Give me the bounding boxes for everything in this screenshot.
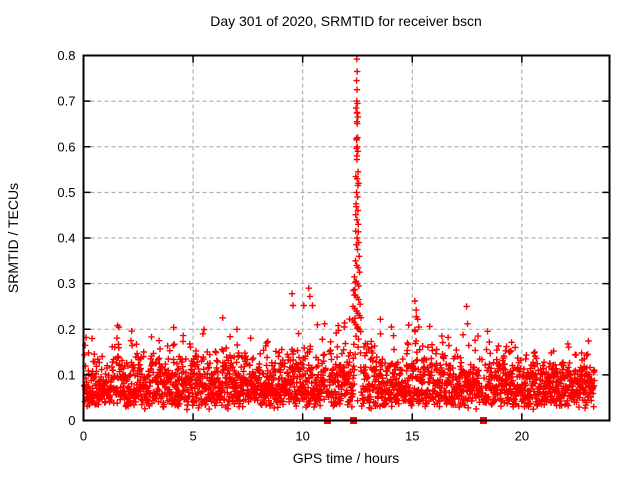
y-tick-label: 0.1 bbox=[57, 367, 75, 382]
y-tick-label: 0 bbox=[68, 413, 75, 428]
y-tick-label: 0.4 bbox=[57, 231, 75, 246]
x-tick-label: 15 bbox=[405, 429, 419, 444]
chart-title: Day 301 of 2020, SRMTID for receiver bsc… bbox=[210, 13, 482, 29]
x-tick-labels: 0 5 10 15 20 bbox=[80, 429, 529, 444]
y-tick-label: 0.8 bbox=[57, 48, 75, 63]
y-tick-label: 0.5 bbox=[57, 185, 75, 200]
y-tick-labels: 0 0.1 0.2 0.3 0.4 0.5 0.6 0.7 0.8 bbox=[57, 48, 75, 428]
y-tick-label: 0.7 bbox=[57, 94, 75, 109]
y-tick-label: 0.3 bbox=[57, 276, 75, 291]
y-tick-label: 0.2 bbox=[57, 322, 75, 337]
x-tick-label: 10 bbox=[295, 429, 309, 444]
x-tick-label: 5 bbox=[189, 429, 196, 444]
y-tick-label: 0.6 bbox=[57, 139, 75, 154]
y-axis-label: SRMTID / TECUs bbox=[5, 183, 21, 293]
x-tick-label: 0 bbox=[80, 429, 87, 444]
axis-tick-marks bbox=[82, 54, 610, 422]
x-axis-label: GPS time / hours bbox=[293, 450, 400, 466]
x-tick-label: 20 bbox=[515, 429, 529, 444]
